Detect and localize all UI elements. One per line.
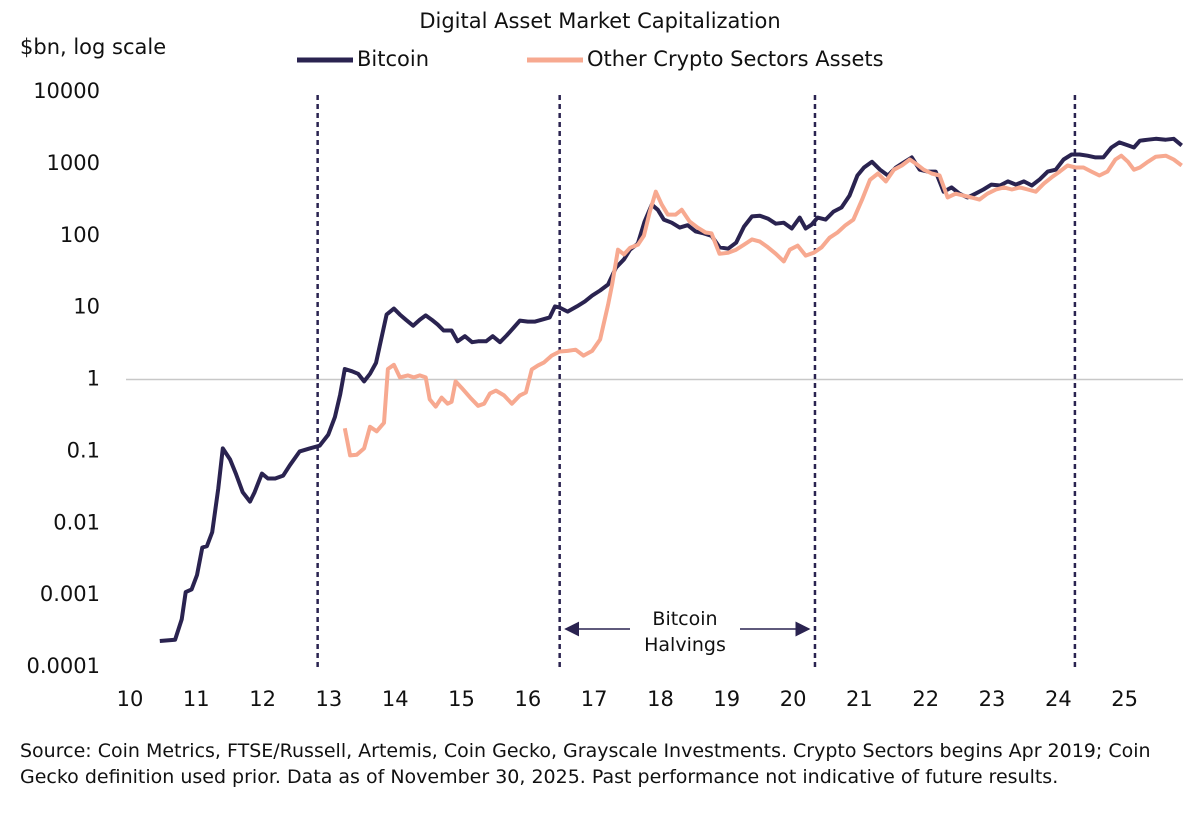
y-tick-label: 0.0001: [27, 654, 100, 678]
y-tick-label: 10000: [33, 79, 100, 103]
y-tick-label: 1000: [47, 151, 100, 175]
x-tick-label: 12: [249, 687, 276, 711]
x-tick-label: 16: [514, 687, 541, 711]
chart: Digital Asset Market Capitalization $bn,…: [20, 9, 1183, 711]
legend-label: Bitcoin: [357, 47, 429, 71]
x-tick-label: 15: [448, 687, 475, 711]
annotation: Bitcoin Halvings: [644, 608, 726, 656]
x-tick-label: 20: [780, 687, 807, 711]
x-tick-label: 23: [979, 687, 1006, 711]
y-tick-label: 0.1: [67, 438, 100, 462]
x-tick-label: 14: [382, 687, 409, 711]
y-tick-label: 100: [60, 223, 100, 247]
y-tick-label: 1: [87, 367, 100, 391]
x-tick-label: 10: [117, 687, 144, 711]
y-axis-label: $bn, log scale: [20, 35, 166, 59]
y-tick-label: 10: [73, 295, 100, 319]
x-tick-label: 22: [912, 687, 939, 711]
x-tick-label: 13: [316, 687, 343, 711]
source-note: Source: Coin Metrics, FTSE/Russell, Arte…: [20, 740, 1151, 788]
y-tick-label: 0.001: [40, 582, 100, 606]
x-tick-label: 19: [713, 687, 740, 711]
legend-label: Other Crypto Sectors Assets: [587, 47, 884, 71]
y-tick-label: 0.01: [53, 510, 100, 534]
series-line: [342, 153, 1183, 458]
x-tick-label: 21: [846, 687, 873, 711]
x-tick-label: 11: [183, 687, 210, 711]
chart-title: Digital Asset Market Capitalization: [419, 9, 780, 33]
x-tick-label: 25: [1111, 687, 1138, 711]
x-tick-label: 17: [581, 687, 608, 711]
x-tick-label: 18: [647, 687, 674, 711]
x-tick-label: 24: [1045, 687, 1072, 711]
